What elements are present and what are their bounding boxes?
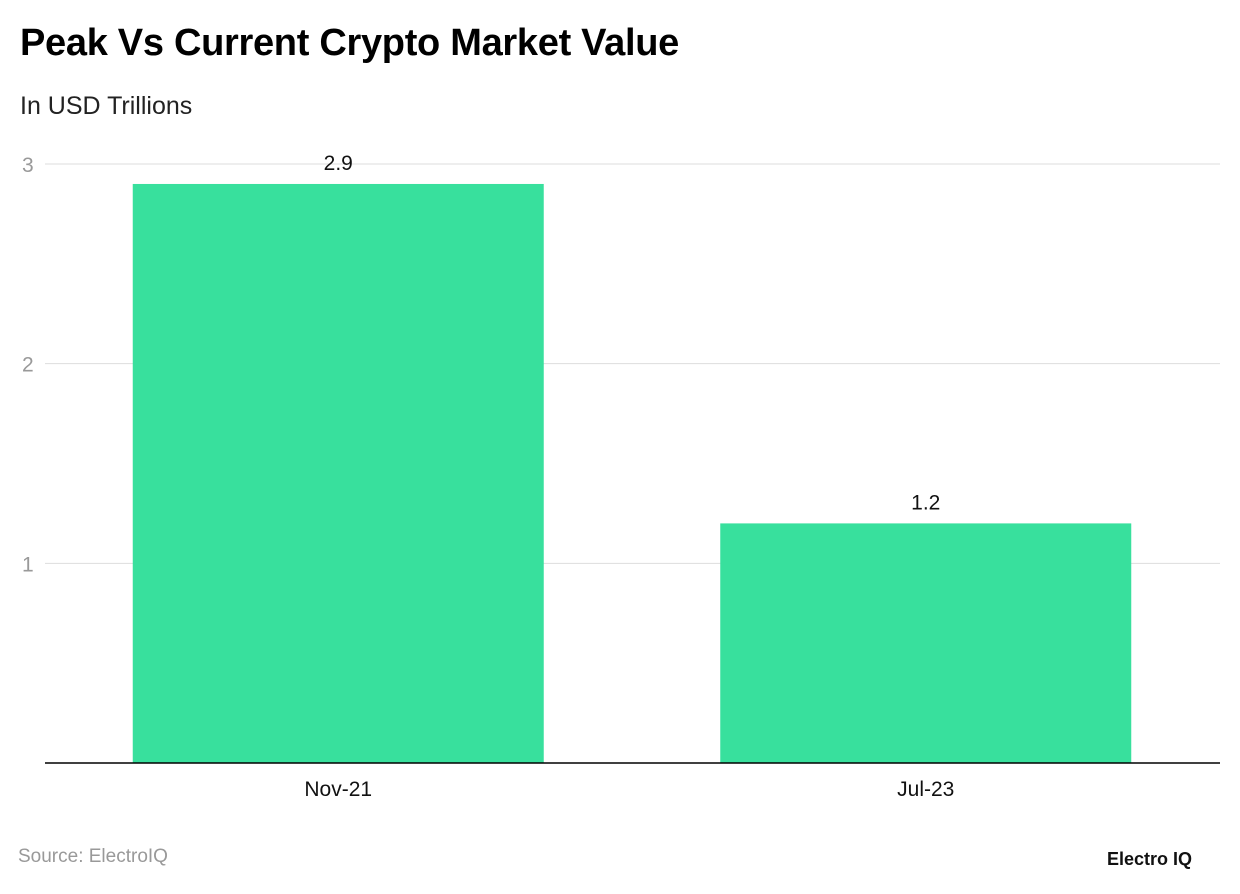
x-tick-label: Jul-23: [897, 778, 954, 801]
y-tick-label: 3: [22, 154, 34, 177]
chart-subtitle: In USD Trillions: [20, 92, 193, 120]
source-text: Source: ElectroIQ: [18, 846, 168, 867]
data-label: 1.2: [911, 491, 940, 514]
data-label: 2.9: [324, 152, 353, 175]
bar-nov-21: [132, 183, 544, 763]
x-tick-label: Nov-21: [304, 778, 372, 801]
bar-jul-23: [720, 523, 1132, 763]
y-tick-label: 1: [22, 553, 34, 576]
y-tick-label: 2: [22, 354, 34, 377]
chart-title: Peak Vs Current Crypto Market Value: [20, 22, 679, 64]
electroiq-logo: Electro IQ: [1107, 849, 1193, 869]
